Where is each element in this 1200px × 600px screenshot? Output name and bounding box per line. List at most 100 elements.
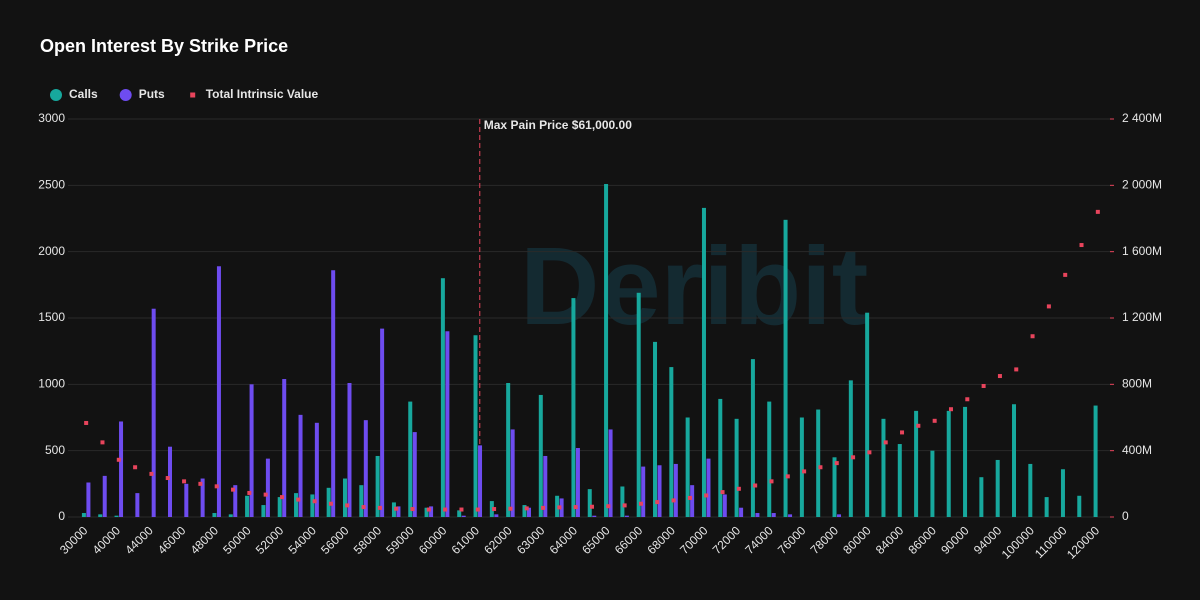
intrinsic-point <box>834 461 839 466</box>
intrinsic-point <box>345 503 350 508</box>
bar <box>881 418 886 517</box>
y-tick-label: 0 <box>58 509 65 523</box>
intrinsic-point <box>981 383 986 388</box>
bar <box>1044 497 1049 517</box>
bar <box>522 505 527 517</box>
chart-title: Open Interest By Strike Price <box>40 36 288 56</box>
bar <box>587 489 592 517</box>
intrinsic-point <box>573 505 578 510</box>
bar <box>167 446 172 517</box>
bar <box>473 335 478 517</box>
bar <box>995 459 1000 517</box>
intrinsic-point <box>655 500 660 505</box>
y2-tick-label: 2 000M <box>1122 178 1162 192</box>
intrinsic-point <box>1014 367 1019 372</box>
watermark: Deribit <box>520 225 868 348</box>
intrinsic-point <box>736 486 741 491</box>
y2-tick-label: 2 400M <box>1122 111 1162 125</box>
bar <box>445 331 450 517</box>
intrinsic-point <box>932 418 937 423</box>
bar <box>555 495 560 517</box>
bar <box>331 270 336 517</box>
bar <box>326 487 331 517</box>
intrinsic-point <box>459 507 464 512</box>
bar <box>641 466 646 517</box>
intrinsic-point <box>328 501 333 506</box>
intrinsic-point <box>443 507 448 512</box>
legend-label: Puts <box>139 87 165 101</box>
bar <box>897 444 902 517</box>
bar <box>734 418 739 517</box>
intrinsic-point <box>377 505 382 510</box>
bar <box>216 266 221 517</box>
bar <box>526 507 531 517</box>
bar <box>461 515 466 517</box>
legend-marker <box>190 92 196 98</box>
bar <box>669 367 674 517</box>
legend-marker <box>119 89 132 101</box>
bar <box>767 401 772 517</box>
bar <box>184 483 189 517</box>
bar <box>86 482 91 517</box>
intrinsic-point <box>916 423 921 428</box>
bar <box>200 478 205 517</box>
y2-tick-label: 1 200M <box>1122 310 1162 324</box>
bar <box>261 505 266 517</box>
bar <box>837 514 842 517</box>
intrinsic-point <box>900 430 905 435</box>
bar <box>690 485 695 517</box>
bar <box>739 507 744 517</box>
intrinsic-point <box>198 481 203 486</box>
intrinsic-point <box>149 471 154 476</box>
intrinsic-point <box>296 497 301 502</box>
intrinsic-point <box>116 457 121 462</box>
intrinsic-point <box>1046 304 1051 309</box>
intrinsic-point <box>541 505 546 510</box>
bar <box>1060 469 1065 517</box>
bar <box>832 457 837 517</box>
y-tick-label: 3000 <box>38 111 65 125</box>
bar <box>604 184 609 518</box>
y2-tick-label: 400M <box>1122 443 1152 457</box>
bar <box>865 312 870 517</box>
intrinsic-point <box>687 495 692 500</box>
bar <box>706 458 711 517</box>
bar <box>788 514 793 517</box>
bar <box>510 429 515 517</box>
bar <box>722 494 727 517</box>
bar <box>277 497 282 517</box>
intrinsic-point <box>84 420 89 425</box>
bar <box>429 506 434 517</box>
intrinsic-point <box>165 476 170 481</box>
plot: 0 500 1000 1500 2000 2500 3000 0 400M 800M 1 200M 1… <box>38 111 1162 562</box>
bar <box>359 485 364 517</box>
intrinsic-point <box>557 505 562 510</box>
intrinsic-point <box>802 469 807 474</box>
legend-label: Calls <box>69 87 98 101</box>
bar <box>771 513 776 517</box>
bar <box>310 494 315 517</box>
intrinsic-point <box>1063 272 1068 277</box>
bar <box>228 514 233 517</box>
bar <box>685 417 690 517</box>
bar <box>347 383 352 517</box>
bar <box>457 510 462 517</box>
intrinsic-point <box>720 490 725 495</box>
intrinsic-point <box>475 507 480 512</box>
bar <box>657 465 662 517</box>
y-tick-label: 2500 <box>38 178 65 192</box>
bar <box>298 414 303 517</box>
bar <box>718 398 723 517</box>
intrinsic-point <box>508 506 513 511</box>
intrinsic-point <box>851 455 856 460</box>
intrinsic-point <box>133 465 138 470</box>
intrinsic-point <box>492 507 497 512</box>
bar <box>673 463 678 517</box>
intrinsic-point <box>247 490 252 495</box>
bar <box>653 341 658 517</box>
intrinsic-point <box>1095 209 1100 214</box>
bar <box>408 401 413 517</box>
bar <box>624 515 629 517</box>
bar <box>494 514 499 517</box>
